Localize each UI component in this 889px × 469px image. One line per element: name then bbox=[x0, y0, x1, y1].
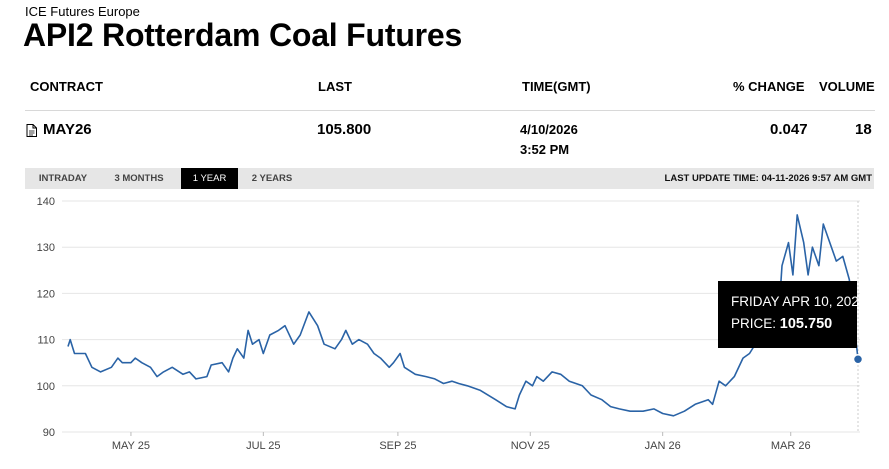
x-tick-label: JUL 25 bbox=[246, 440, 280, 452]
range-tab-bar: INTRADAY 3 MONTHS 1 YEAR 2 YEARS LAST UP… bbox=[25, 168, 874, 189]
page-title: API2 Rotterdam Coal Futures bbox=[23, 17, 463, 53]
trade-time: 3:52 PM bbox=[520, 142, 570, 157]
contract-month[interactable]: MAY26 bbox=[43, 121, 92, 138]
y-tick-label: 90 bbox=[43, 427, 55, 439]
tooltip-date: FRIDAY APR 10, 2026 bbox=[731, 294, 867, 309]
x-tick-label: SEP 25 bbox=[379, 440, 416, 452]
tab-intraday[interactable]: INTRADAY bbox=[38, 173, 88, 184]
tooltip-price-label: PRICE: bbox=[731, 316, 777, 331]
x-tick-label: MAR 26 bbox=[771, 440, 811, 452]
y-tick-label: 130 bbox=[37, 242, 55, 254]
y-tick-label: 110 bbox=[37, 335, 55, 347]
table-divider bbox=[25, 110, 875, 111]
price-chart[interactable]: 90 100 110 120 130 140 MAY 25 JUL 25 SEP 25 NOV 2… bbox=[0, 190, 889, 469]
y-tick-label: 100 bbox=[37, 381, 55, 393]
tab-1-year[interactable]: 1 YEAR bbox=[181, 168, 238, 189]
percent-change: 0.047 bbox=[770, 121, 808, 138]
price-tooltip: FRIDAY APR 10, 2026 PRICE: 105.750 bbox=[718, 281, 866, 348]
document-icon[interactable] bbox=[26, 124, 37, 137]
last-update-time: LAST UPDATE TIME: 04-11-2026 9:57 AM GMT bbox=[664, 173, 872, 184]
column-header-change: % CHANGE bbox=[733, 79, 805, 94]
x-tick-label: MAY 25 bbox=[112, 440, 150, 452]
x-tick-label: JAN 26 bbox=[645, 440, 681, 452]
trade-date: 4/10/2026 bbox=[520, 122, 578, 137]
y-tick-label: 120 bbox=[37, 288, 55, 300]
column-header-volume: VOLUME bbox=[819, 79, 875, 94]
x-tick-label: NOV 25 bbox=[511, 440, 550, 452]
tooltip-price-value: 105.750 bbox=[779, 316, 833, 332]
column-header-last: LAST bbox=[318, 79, 352, 94]
column-header-time: TIME(GMT) bbox=[522, 79, 591, 94]
tab-2-years[interactable]: 2 YEARS bbox=[251, 173, 293, 184]
exchange-name: ICE Futures Europe bbox=[25, 4, 140, 19]
tab-3-months[interactable]: 3 MONTHS bbox=[114, 173, 164, 184]
volume-value: 18 bbox=[855, 121, 872, 138]
y-tick-label: 140 bbox=[37, 196, 55, 208]
highlighted-point bbox=[852, 353, 864, 365]
last-price: 105.800 bbox=[317, 121, 372, 138]
tooltip-price: PRICE: 105.750 bbox=[731, 316, 832, 332]
column-header-contract: CONTRACT bbox=[30, 79, 103, 94]
